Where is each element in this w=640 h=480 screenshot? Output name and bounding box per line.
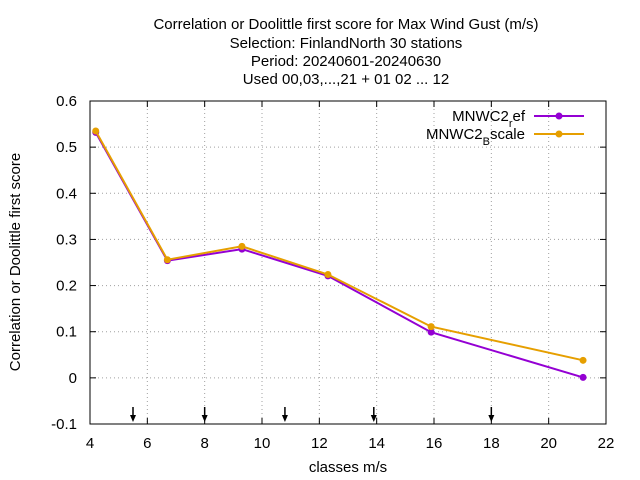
arrow-head [370, 415, 377, 422]
x-tick-label: 22 [598, 435, 615, 452]
legend-swatch-point [555, 112, 563, 120]
legend-label-rest: scale [490, 126, 525, 143]
legend-label: MNWC2ref [452, 108, 526, 130]
x-tick-label: 8 [200, 435, 208, 452]
chart-title: Correlation or Doolittle first score for… [153, 16, 538, 88]
y-tick-label: 0 [69, 370, 77, 387]
class-boundary-arrow [201, 407, 208, 422]
class-boundary-arrow [281, 407, 288, 422]
arrow-head [130, 415, 136, 422]
y-tick-label: 0.3 [56, 231, 77, 248]
class-boundary-arrow [488, 407, 495, 422]
data-point [579, 356, 587, 364]
class-boundary-arrow [370, 407, 377, 422]
data-point [92, 127, 100, 135]
y-tick-label: 0.4 [56, 185, 77, 202]
x-tick-label: 6 [143, 435, 151, 452]
class-boundary-arrows [130, 407, 495, 422]
data-point [427, 323, 435, 331]
x-tick-label: 20 [540, 435, 557, 452]
arrow-head [488, 415, 495, 422]
x-tick-label: 12 [311, 435, 328, 452]
legend-label-sub: r [509, 118, 513, 130]
x-axis-label: classes m/s [309, 459, 387, 476]
plot-frame [89, 100, 607, 425]
title-line-3: Period: 20240601-20240630 [251, 53, 441, 70]
x-tick-label: 4 [86, 435, 94, 452]
y-tick-label: 0.6 [56, 93, 77, 110]
y-tick-label: 0.5 [56, 139, 77, 156]
legend-label-main: MNWC2 [452, 108, 509, 125]
y-tick-label: 0.2 [56, 278, 77, 295]
arrow-head [281, 415, 288, 422]
x-tick-label: 10 [254, 435, 271, 452]
series-line [94, 130, 584, 362]
y-tick-label: -0.1 [51, 416, 77, 433]
arrow-head [201, 415, 208, 422]
legend-label-sub: B [483, 136, 490, 148]
title-line-4: Used 00,03,...,21 + 01 02 ... 12 [243, 71, 449, 88]
legend-label-main: MNWC2 [426, 126, 483, 143]
y-tick-label: 0.1 [56, 324, 77, 341]
title-line-2: Selection: FinlandNorth 30 stations [230, 35, 463, 52]
series-2 [92, 127, 587, 364]
legend-entry-1: MNWC2ref [452, 108, 584, 130]
x-tick-label: 18 [483, 435, 500, 452]
x-tick-label: 16 [426, 435, 443, 452]
axis-ticks: 4 6 8 10 12 14 16 18 20 22 -0.1 0 0.1 0.2 0.3 0.4 0.5 0.6 [51, 93, 614, 452]
data-point [427, 328, 435, 336]
title-line-1: Correlation or Doolittle first score for… [153, 16, 538, 33]
legend-entry-2: MNWC2Bscale [426, 126, 584, 148]
legend-label: MNWC2Bscale [426, 126, 525, 148]
legend-swatch-point [555, 130, 563, 138]
data-point [163, 256, 171, 264]
y-axis-label: Correlation or Doolittle first score [7, 153, 24, 371]
data-point [324, 270, 332, 278]
x-tick-label: 14 [368, 435, 385, 452]
data-point [579, 373, 587, 381]
class-boundary-arrow [130, 407, 136, 422]
data-point [238, 242, 246, 250]
series-layer [92, 127, 587, 381]
series-1 [92, 128, 587, 381]
legend-label-rest: ef [512, 108, 525, 125]
series-line [94, 131, 584, 379]
